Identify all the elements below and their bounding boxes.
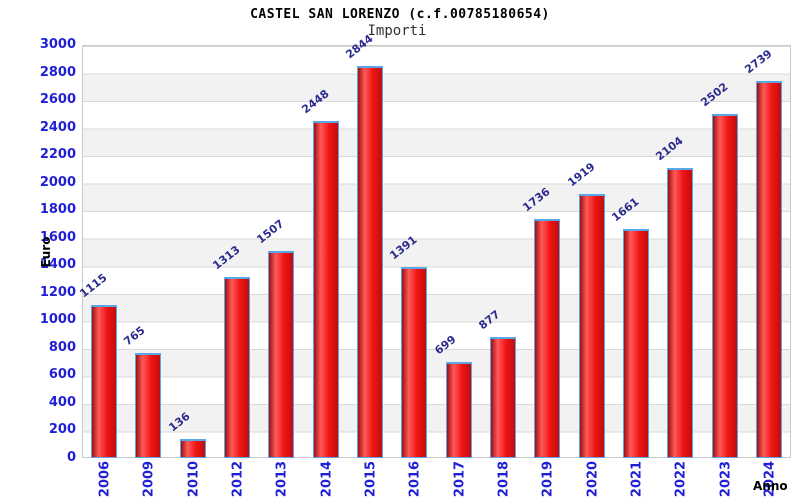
bar-2020 [578,193,605,458]
y-tick-label: 600 [48,367,76,383]
y-tick-label: 400 [48,394,76,410]
y-tick-label: 3000 [39,37,76,52]
bar-2015 [357,66,384,458]
x-tick-label: 2023 [718,460,734,498]
y-tick-label: 800 [48,339,76,355]
y-tick-label: 2400 [39,119,76,135]
bar-2014 [312,120,339,458]
bar-2018 [489,337,516,458]
x-tick-label: 2022 [673,460,689,498]
x-tick-label: 2015 [363,460,379,498]
x-tick-label: 2016 [407,460,423,498]
chart-title: CASTEL SAN LORENZO (c.f.00785180654) [250,7,550,22]
y-tick-label: 2000 [39,174,76,190]
x-tick-label: 2020 [585,460,601,498]
y-tick-label: 2200 [39,147,76,163]
x-tick-label: 2010 [186,460,202,498]
y-tick-label: 2800 [39,64,76,80]
bar-2009 [135,352,162,458]
x-tick-label: 2018 [496,460,512,498]
bar-2013 [268,250,295,458]
x-tick-label: 2006 [97,460,113,498]
bar-2012 [224,277,251,458]
x-axis-title: Anno [753,479,788,493]
y-tick-label: 200 [48,422,76,438]
y-tick-label: 1400 [39,257,76,273]
y-axis-title: Euro [39,236,53,268]
y-tick-label: 1600 [39,229,76,245]
x-tick-label: 2009 [141,460,157,498]
bar-2016 [401,266,428,458]
x-tick-label: 2021 [629,460,645,498]
bar-2019 [534,219,561,458]
bar-2010 [179,439,206,458]
x-tick-label: 2017 [452,460,468,498]
bar-2017 [445,361,472,458]
bar-2024 [755,80,782,458]
chart-subtitle: Importi [367,23,427,39]
x-tick-label: 2013 [274,460,290,498]
bar-2022 [667,168,694,458]
y-tick-label: 0 [66,450,76,465]
y-tick-label: 1200 [39,284,76,300]
bar-2021 [622,229,649,458]
bar-2023 [711,113,738,458]
y-tick-label: 1000 [39,312,76,328]
y-tick-label: 1800 [39,202,76,218]
x-tick-label: 2012 [230,460,246,498]
y-tick-label: 2600 [39,92,76,108]
bar-2006 [91,304,118,458]
x-tick-label: 2019 [540,460,556,498]
x-tick-label: 2014 [319,460,335,498]
